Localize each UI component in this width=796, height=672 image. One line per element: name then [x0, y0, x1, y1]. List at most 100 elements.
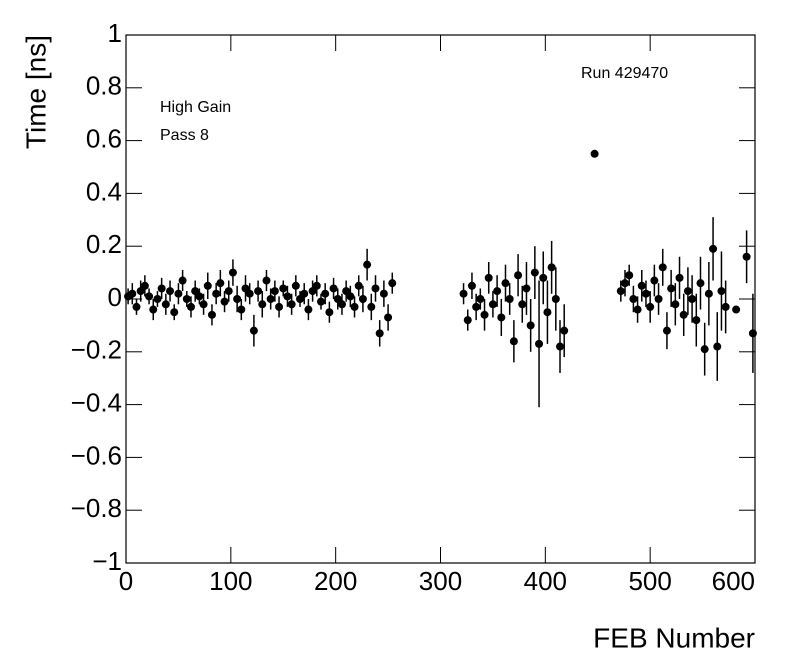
point [654, 295, 663, 303]
point [337, 300, 346, 309]
x-tick-label: 200 [314, 566, 357, 596]
point [476, 295, 485, 303]
x-tick-label: 100 [209, 566, 252, 596]
point [170, 308, 179, 317]
point [145, 292, 154, 301]
point [667, 284, 676, 293]
point [220, 297, 229, 306]
point [379, 289, 388, 298]
x-tick-label: 400 [524, 566, 567, 596]
y-tick-label: −0.6 [71, 440, 122, 470]
point [514, 271, 523, 280]
point [216, 279, 225, 288]
y-tick-label: 0.4 [86, 176, 122, 206]
point [590, 149, 599, 158]
point [316, 297, 325, 306]
point [488, 300, 497, 309]
point [522, 284, 531, 293]
y-tick-label: −0.8 [71, 493, 122, 523]
point [501, 279, 510, 288]
y-axis-label: Time [ns] [20, 35, 51, 149]
point [283, 292, 292, 301]
point [325, 308, 334, 317]
point [683, 287, 692, 296]
point [658, 263, 667, 272]
point [207, 310, 216, 319]
point [371, 284, 380, 293]
point [287, 300, 296, 309]
point [493, 287, 502, 296]
point [543, 308, 552, 317]
point [556, 342, 565, 351]
point [367, 302, 376, 311]
point [375, 329, 384, 338]
point [346, 292, 355, 301]
point [713, 342, 722, 351]
point [717, 287, 726, 296]
y-tick-label: 0.2 [86, 229, 122, 259]
point [700, 345, 709, 354]
point [312, 281, 321, 290]
point [266, 295, 275, 303]
x-tick-label: 0 [119, 566, 133, 596]
point [354, 281, 363, 290]
point [518, 300, 527, 309]
y-tick-label: −0.4 [71, 387, 122, 417]
point [616, 287, 625, 296]
point [358, 295, 367, 303]
point [539, 273, 548, 282]
point [629, 295, 638, 303]
point [140, 281, 149, 290]
annotation: Run 429470 [581, 65, 668, 82]
point [748, 329, 757, 338]
point [258, 300, 267, 309]
x-axis-label: FEB Number [593, 622, 755, 653]
point [384, 313, 393, 322]
y-tick-label: −0.2 [71, 335, 122, 365]
y-tick-label: 0.6 [86, 123, 122, 153]
point [484, 273, 493, 282]
point [388, 279, 397, 288]
point [704, 289, 713, 298]
point [509, 337, 518, 346]
point [625, 271, 634, 280]
point [195, 292, 204, 301]
point [621, 279, 630, 288]
point [662, 326, 671, 335]
point [291, 281, 300, 290]
point [329, 284, 338, 293]
point [153, 295, 162, 303]
point [233, 295, 242, 303]
y-tick-label: 0 [108, 282, 122, 312]
point [650, 276, 659, 285]
point [279, 284, 288, 293]
x-tick-label: 300 [419, 566, 462, 596]
point [254, 287, 263, 296]
point [149, 305, 158, 314]
point [228, 268, 237, 277]
y-tick-label: 1 [108, 18, 122, 48]
point [535, 339, 544, 348]
point [463, 316, 472, 325]
point [641, 289, 650, 298]
point [480, 310, 489, 319]
point [459, 289, 468, 298]
point [275, 302, 284, 311]
point [692, 316, 701, 325]
point [300, 289, 309, 298]
point [675, 273, 684, 282]
point [270, 287, 279, 296]
point [732, 305, 741, 314]
point [321, 289, 330, 298]
point [709, 244, 718, 253]
point [174, 289, 183, 298]
point [157, 284, 166, 293]
point [166, 287, 175, 296]
x-tick-label: 600 [712, 566, 755, 596]
point [178, 276, 187, 285]
point [161, 300, 170, 309]
point [467, 281, 476, 290]
point [505, 295, 514, 303]
point [526, 321, 535, 330]
